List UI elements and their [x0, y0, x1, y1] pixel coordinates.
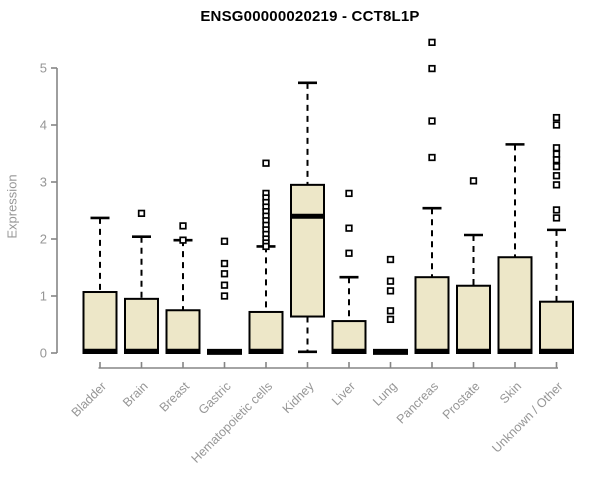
y-tick-label-1: 1 — [40, 289, 47, 304]
outlier-liver — [345, 249, 353, 257]
x-tick-label-bladder: Bladder — [69, 379, 109, 419]
chart-title: ENSG00000020219 - CCT8L1P — [200, 8, 420, 25]
box-bladder — [82, 291, 118, 355]
outlier-unknown-other — [552, 156, 561, 164]
outlier-lung — [386, 307, 395, 315]
x-tick-label-liver: Liver — [329, 379, 358, 408]
outlier-unknown-other — [552, 121, 561, 129]
x-tick-label-brain: Brain — [120, 379, 151, 410]
outlier-hematopoietic-cells — [262, 242, 270, 251]
outlier-unknown-other — [552, 113, 561, 122]
outlier-liver — [345, 224, 353, 232]
y-tick-label-4: 4 — [40, 118, 47, 133]
x-tick-label-hematopoietic-cells: Hematopoietic cells — [189, 379, 276, 466]
flat-box-gastric — [207, 348, 242, 355]
box-pancreas — [414, 276, 450, 354]
outlier-pancreas — [428, 38, 436, 46]
x-tick-label-gastric: Gastric — [196, 379, 234, 417]
x-tick-label-skin: Skin — [497, 379, 524, 406]
outlier-gastric — [220, 237, 229, 245]
box-prostate — [456, 284, 491, 354]
outlier-hematopoietic-cells — [262, 159, 270, 167]
outlier-lung — [386, 315, 395, 324]
outlier-gastric — [220, 259, 229, 268]
outlier-liver — [345, 189, 353, 198]
outlier-pancreas — [428, 153, 436, 162]
outlier-lung — [386, 277, 395, 285]
outlier-breast — [179, 222, 187, 230]
x-tick-label-unknown-other: Unknown / Other — [489, 379, 565, 455]
box-unknown-other — [539, 300, 574, 355]
x-tick-label-pancreas: Pancreas — [394, 379, 441, 426]
box-kidney — [290, 183, 325, 318]
outlier-unknown-other — [552, 144, 561, 152]
x-tick-label-lung: Lung — [370, 379, 400, 409]
box-skin — [497, 256, 533, 354]
x-tick-label-kidney: Kidney — [280, 379, 317, 416]
y-tick-label-2: 2 — [40, 232, 47, 247]
outlier-gastric — [220, 292, 229, 300]
outlier-unknown-other — [552, 214, 561, 222]
outlier-gastric — [220, 270, 229, 278]
outlier-unknown-other — [552, 172, 561, 180]
outlier-unknown-other — [552, 150, 561, 158]
outlier-pancreas — [428, 64, 436, 73]
box-liver — [331, 320, 367, 354]
outlier-gastric — [220, 281, 229, 289]
x-tick-label-breast: Breast — [157, 379, 193, 415]
outlier-lung — [386, 255, 395, 264]
outlier-brain — [137, 209, 146, 218]
y-tick-label-3: 3 — [40, 175, 47, 190]
outlier-unknown-other — [552, 206, 561, 214]
y-tick-label-5: 5 — [40, 61, 47, 76]
box-breast — [165, 309, 201, 354]
box-brain — [124, 297, 159, 355]
outlier-unknown-other — [552, 162, 561, 171]
box-hematopoietic-cells — [248, 310, 284, 354]
outlier-prostate — [469, 177, 478, 185]
y-tick-label-0: 0 — [40, 346, 47, 361]
outlier-lung — [386, 287, 395, 295]
outlier-unknown-other — [552, 181, 561, 189]
x-tick-label-prostate: Prostate — [440, 379, 483, 422]
flat-box-lung — [373, 348, 408, 355]
outlier-breast — [179, 236, 187, 244]
outlier-pancreas — [428, 117, 436, 125]
